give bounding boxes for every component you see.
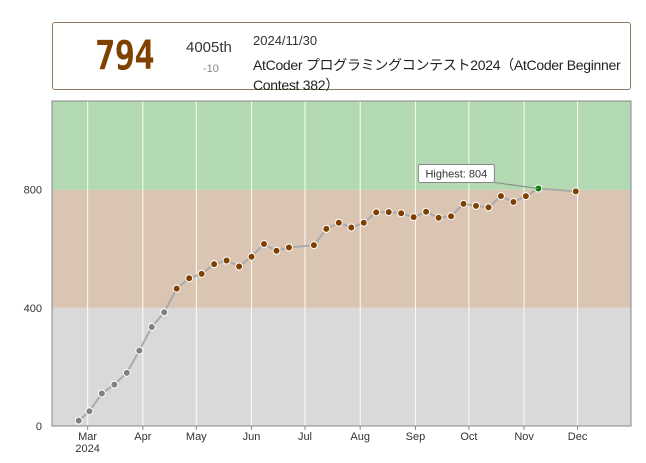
- x-tick-label: Mar: [78, 431, 97, 443]
- data-point: [260, 240, 269, 248]
- rating-change: -10: [203, 63, 219, 75]
- data-point: [122, 368, 131, 377]
- data-point: [422, 207, 431, 216]
- data-point: [397, 209, 406, 218]
- data-point: [185, 274, 194, 283]
- data-point: [309, 241, 318, 250]
- band-1: [52, 189, 631, 308]
- data-point: [247, 252, 256, 261]
- data-point: [110, 380, 119, 389]
- data-point: [484, 203, 493, 212]
- band-2: [52, 101, 631, 190]
- data-point: [160, 308, 169, 317]
- y-axis-ticks: 0 400 800: [24, 185, 42, 433]
- data-point: [334, 218, 343, 227]
- band-0: [52, 307, 631, 426]
- data-point: [85, 407, 94, 416]
- data-point: [322, 224, 331, 233]
- data-point: [235, 262, 244, 271]
- x-tick-label: Dec: [568, 431, 588, 443]
- data-point: [284, 243, 293, 252]
- data-point: [509, 198, 518, 207]
- contest-info-panel: 794 4005th -10 2024/11/30 AtCoder プログラミン…: [52, 22, 631, 93]
- x-tick-label: May: [186, 431, 207, 443]
- data-point: [372, 208, 381, 217]
- x-tick-label: Apr: [134, 431, 151, 443]
- highest-label: Highest: 804: [425, 168, 487, 180]
- data-point: [521, 192, 530, 201]
- data-point: [74, 416, 83, 425]
- x-tick-label: Sep: [406, 431, 426, 443]
- data-point: [447, 212, 456, 221]
- y-tick-label: 400: [24, 303, 42, 315]
- data-point: [147, 323, 156, 332]
- data-point: [496, 192, 505, 201]
- y-tick-label: 800: [24, 185, 42, 197]
- rank-text: 4005th: [186, 39, 232, 56]
- x-tick-label: Jul: [298, 431, 312, 443]
- data-point: [222, 256, 231, 265]
- data-point: [272, 246, 281, 255]
- data-point: [135, 346, 144, 355]
- x-tick-sublabel: 2024: [75, 443, 99, 455]
- data-point: [472, 201, 481, 210]
- x-tick-label: Nov: [514, 431, 534, 443]
- data-point: [347, 223, 356, 232]
- data-point: [459, 199, 468, 208]
- highest-label-box: [417, 163, 495, 183]
- data-point: [409, 213, 418, 222]
- x-tick-label: Jun: [243, 431, 261, 443]
- grid-lines: [87, 101, 579, 426]
- plot-frame: [51, 100, 632, 427]
- contest-name: AtCoder プログラミングコンテスト2024（AtCoder Beginne…: [253, 57, 621, 93]
- data-point: [571, 187, 580, 196]
- data-point: [97, 389, 106, 398]
- data-point: [359, 218, 368, 227]
- rating-color-bands: [52, 101, 631, 426]
- highest-pointer-line: [494, 181, 539, 189]
- data-point: [197, 269, 206, 278]
- highest-tooltip: Highest: 804: [417, 163, 539, 189]
- data-point: [384, 208, 393, 217]
- contest-date: 2024/11/30: [253, 33, 318, 48]
- data-point: [172, 284, 181, 293]
- y-tick-label: 0: [36, 421, 42, 433]
- data-point: [434, 213, 443, 222]
- data-point: [210, 260, 219, 269]
- rating-value: 794: [95, 33, 155, 79]
- x-tick-label: Oct: [460, 431, 477, 443]
- x-tick-label: Aug: [350, 431, 370, 443]
- rating-points: [74, 184, 580, 425]
